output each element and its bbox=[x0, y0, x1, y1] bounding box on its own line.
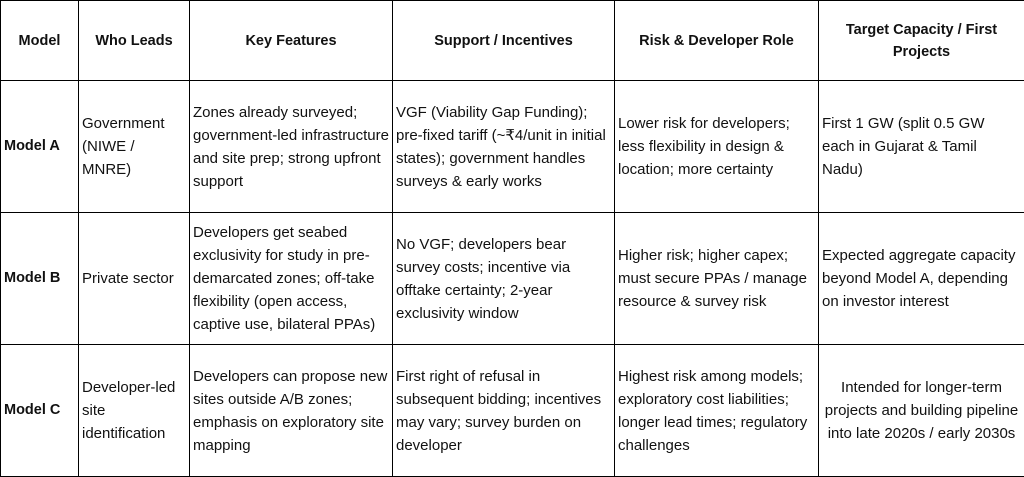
header-cell: Target Capacity / First Projects bbox=[819, 1, 1024, 81]
table-cell: Highest risk among models; exploratory c… bbox=[615, 345, 819, 477]
table-cell: Intended for longer-term projects and bu… bbox=[819, 345, 1024, 477]
table-cell: Developers get seabed exclusivity for st… bbox=[190, 213, 393, 345]
header-cell: Risk & Developer Role bbox=[615, 1, 819, 81]
table-cell: Lower risk for developers; less flexibil… bbox=[615, 81, 819, 213]
table-cell: Developers can propose new sites outside… bbox=[190, 345, 393, 477]
table-cell: No VGF; developers bear survey costs; in… bbox=[393, 213, 615, 345]
header-cell: Key Features bbox=[190, 1, 393, 81]
model-cell: Model A bbox=[1, 81, 79, 213]
table-cell: Expected aggregate capacity beyond Model… bbox=[819, 213, 1024, 345]
table-cell: First 1 GW (split 0.5 GW each in Gujarat… bbox=[819, 81, 1024, 213]
model-cell: Model B bbox=[1, 213, 79, 345]
table-cell: Government (NIWE / MNRE) bbox=[79, 81, 190, 213]
model-cell: Model C bbox=[1, 345, 79, 477]
header-cell: Who Leads bbox=[79, 1, 190, 81]
header-cell: Support / Incentives bbox=[393, 1, 615, 81]
table-cell: Zones already surveyed; government-led i… bbox=[190, 81, 393, 213]
header-cell: Model bbox=[1, 1, 79, 81]
table-cell: First right of refusal in subsequent bid… bbox=[393, 345, 615, 477]
table-cell: Developer-led site identification bbox=[79, 345, 190, 477]
table-cell: Private sector bbox=[79, 213, 190, 345]
table-cell: Higher risk; higher capex; must secure P… bbox=[615, 213, 819, 345]
table-cell: VGF (Viability Gap Funding); pre-fixed t… bbox=[393, 81, 615, 213]
